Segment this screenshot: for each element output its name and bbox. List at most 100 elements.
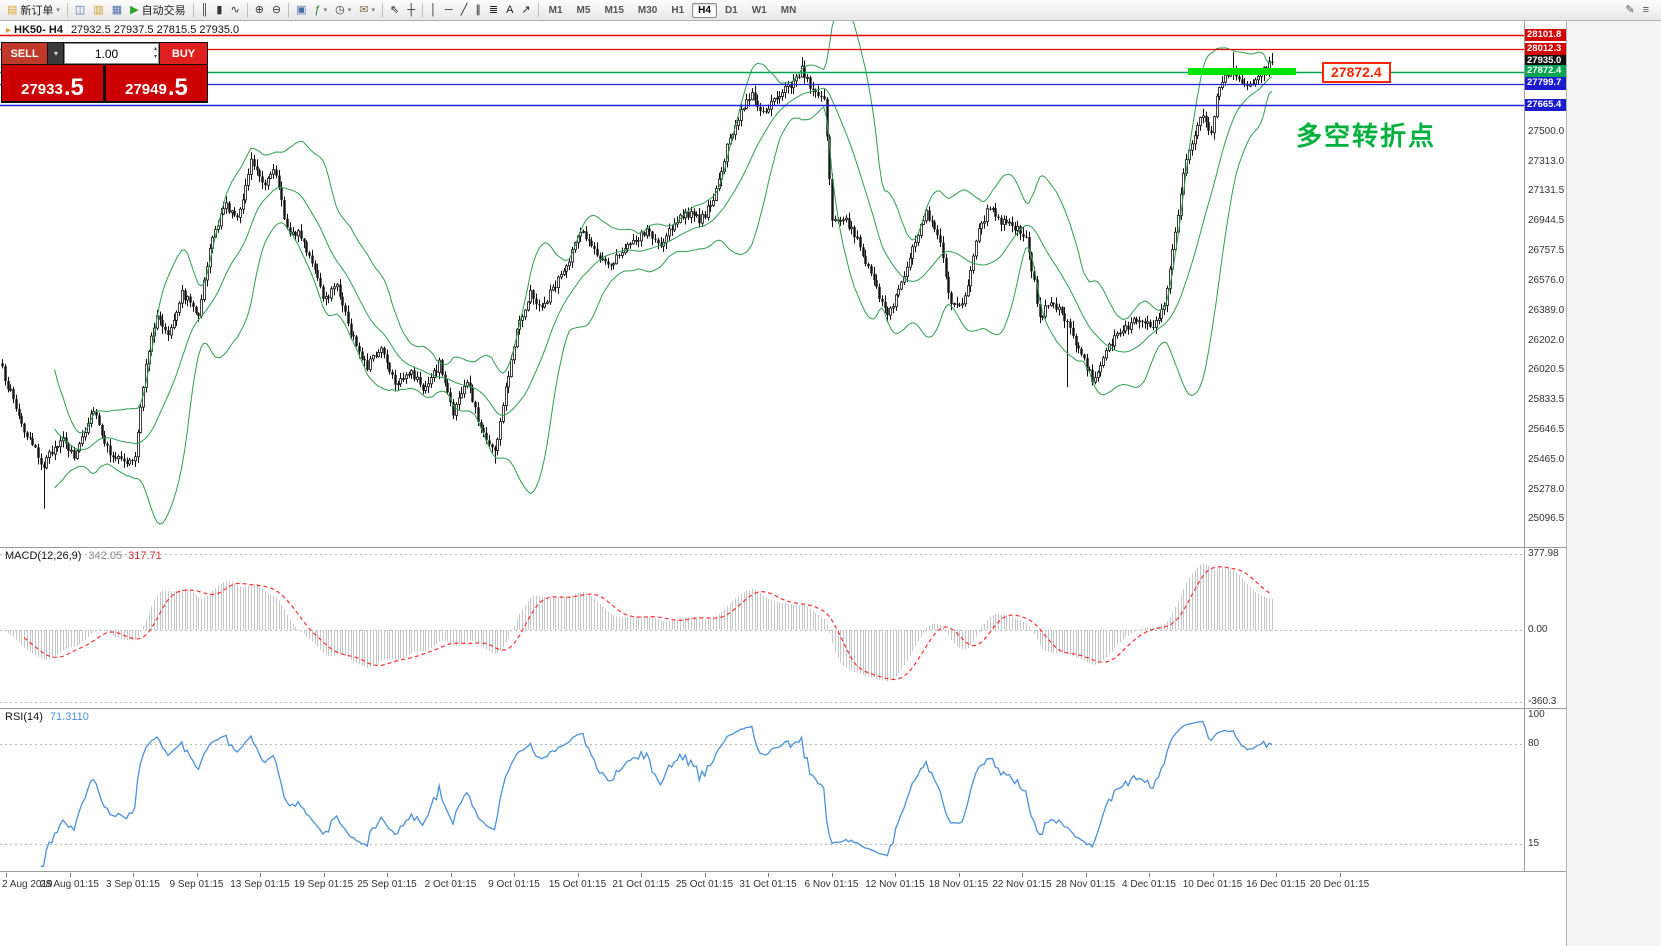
arrows-icon: ↗ bbox=[521, 3, 531, 16]
time-axis-label: 4 Dec 01:15 bbox=[1122, 879, 1176, 890]
timeframe-h1-button[interactable]: H1 bbox=[671, 4, 685, 16]
time-axis-tick bbox=[450, 873, 452, 877]
rsi-name: RSI(14) bbox=[5, 711, 43, 723]
crosshair-button[interactable]: ┼ bbox=[403, 2, 419, 19]
price-tick-label: 25278.0 bbox=[1528, 483, 1565, 495]
timeframe-m30-button[interactable]: M30 bbox=[637, 4, 658, 16]
rsi-scale[interactable]: 100 80 15 bbox=[1525, 709, 1566, 871]
volume-field: ▴▾ bbox=[64, 43, 159, 64]
timeframe-h4-button[interactable]: H4 bbox=[692, 2, 717, 18]
chart-window: ▸ HK50- H4 27932.5 27937.5 27815.5 27935.0… bbox=[0, 21, 1566, 946]
main-chart-canvas[interactable] bbox=[0, 21, 1524, 547]
macd-panel[interactable]: MACD(12,26,9) 342.05 317.71 bbox=[0, 548, 1524, 708]
timeframe-m5-button[interactable]: M5 bbox=[576, 4, 591, 16]
sell-button[interactable]: SELL bbox=[2, 43, 47, 64]
new-order-button[interactable]: ▤ 新订单 ▾ bbox=[3, 2, 64, 19]
timeframe-mn-button[interactable]: MN bbox=[780, 4, 797, 16]
buy-button[interactable]: BUY bbox=[160, 43, 207, 64]
volume-dropdown-button[interactable]: ▾ bbox=[48, 43, 63, 64]
time-axis-label: 31 Oct 01:15 bbox=[739, 879, 797, 890]
timeframe-w1-button[interactable]: W1 bbox=[751, 4, 767, 16]
charts-window-icon: ◫ bbox=[74, 3, 86, 16]
price-tick-label: 27500.0 bbox=[1528, 125, 1565, 137]
indicators-button[interactable]: ƒ ▾ bbox=[311, 2, 332, 19]
periods-button[interactable]: ◷ ▾ bbox=[331, 2, 355, 19]
toolbar-separator bbox=[537, 3, 539, 17]
macd-axis-label: -360.3 bbox=[1528, 696, 1557, 708]
candlestick-chart-type-button[interactable]: ▮ bbox=[212, 2, 226, 19]
trendline-button[interactable]: ╱ bbox=[457, 2, 472, 19]
more-tools-button[interactable]: ≡ bbox=[1639, 2, 1653, 19]
profiles-button[interactable]: ▥ bbox=[89, 2, 107, 19]
time-axis-label: 2 Aug 2019 bbox=[2, 879, 53, 890]
time-axis-label: 18 Nov 01:15 bbox=[928, 879, 989, 890]
volume-input[interactable] bbox=[65, 46, 158, 61]
time-axis-tick bbox=[577, 873, 579, 877]
time-axis-tick bbox=[1085, 873, 1087, 877]
main-price-chart[interactable]: ▸ HK50- H4 27932.5 27937.5 27815.5 27935.0… bbox=[0, 21, 1524, 547]
zoom-in-button[interactable]: ⊕ bbox=[251, 2, 268, 19]
buy-price[interactable]: 27949.5 bbox=[106, 65, 207, 101]
sell-price-fraction: .5 bbox=[63, 74, 84, 101]
time-axis-label: 22 Nov 01:15 bbox=[992, 879, 1052, 890]
zoom-out-button[interactable]: ⊖ bbox=[268, 2, 285, 19]
time-axis-label: 3 Sep 01:15 bbox=[106, 879, 160, 890]
panel-separator[interactable] bbox=[0, 708, 1566, 709]
autotrading-button[interactable]: ▶ 自动交易 bbox=[126, 2, 189, 19]
time-axis-label: 25 Oct 01:15 bbox=[675, 879, 734, 890]
toolbar-separator bbox=[382, 3, 384, 17]
time-axis-label: 9 Oct 01:15 bbox=[488, 879, 540, 890]
price-scale-border bbox=[1524, 21, 1525, 872]
autotrading-icon: ▶ bbox=[130, 3, 139, 16]
timeframe-m15-button[interactable]: M15 bbox=[604, 4, 624, 16]
timeframe-d1-button[interactable]: D1 bbox=[724, 4, 738, 16]
arrows-button[interactable]: ↗ bbox=[517, 2, 534, 19]
market-watch-button[interactable]: ▦ bbox=[108, 2, 126, 19]
sell-price[interactable]: 27933.5 bbox=[2, 65, 103, 101]
rsi-canvas[interactable] bbox=[0, 709, 1524, 871]
macd-scale[interactable]: 377.98 0.00 -360.3 bbox=[1525, 548, 1566, 708]
fibonacci-button[interactable]: ≣ bbox=[485, 2, 502, 19]
macd-canvas[interactable] bbox=[0, 548, 1524, 708]
level-price-label[interactable]: 27872.4 bbox=[1322, 62, 1391, 83]
time-scale[interactable]: 2 Aug 2019 28 Aug 01:15 3 Sep 01:15 9 Sep 0… bbox=[0, 872, 1566, 898]
tile-windows-button[interactable]: ▣ bbox=[292, 2, 310, 19]
price-tag: 27665.4 bbox=[1525, 98, 1566, 112]
chart-title: ▸ HK50- H4 27932.5 27937.5 27815.5 27935.0 bbox=[6, 24, 239, 36]
time-axis-label: 12 Nov 01:15 bbox=[865, 879, 925, 890]
line-chart-type-button[interactable]: ∿ bbox=[226, 2, 243, 19]
time-axis-label: 9 Sep 01:15 bbox=[169, 879, 224, 890]
timeframe-m1-button[interactable]: M1 bbox=[548, 4, 563, 16]
toolbar-separator bbox=[422, 3, 424, 17]
spinner-up-icon[interactable]: ▴ bbox=[153, 46, 157, 52]
price-tick-label: 25465.0 bbox=[1528, 453, 1565, 465]
edit-button[interactable]: ✎ bbox=[1621, 2, 1638, 19]
vertical-line-icon: │ bbox=[430, 3, 437, 16]
time-axis-label: 20 Dec 01:15 bbox=[1309, 879, 1370, 890]
highlight-level-bar[interactable] bbox=[1188, 68, 1296, 76]
chart-text-note[interactable]: 多空转折点 bbox=[1296, 121, 1437, 151]
dropdown-arrow-icon: ▾ bbox=[347, 7, 352, 14]
templates-button[interactable]: ✉ ▾ bbox=[355, 2, 379, 19]
bar-chart-type-button[interactable]: ║ bbox=[197, 2, 213, 19]
text-label-button[interactable]: A bbox=[502, 2, 517, 19]
cursor-button[interactable]: ⇖ bbox=[386, 2, 403, 19]
price-tick-label: 26757.5 bbox=[1528, 245, 1565, 257]
rsi-panel[interactable]: RSI(14) 71.3110 bbox=[0, 709, 1524, 871]
time-axis-tick bbox=[768, 873, 769, 877]
price-tick-label: 27131.5 bbox=[1528, 185, 1565, 197]
price-tick-label: 26020.5 bbox=[1528, 364, 1565, 376]
spinner-down-icon[interactable]: ▾ bbox=[153, 54, 157, 60]
panel-separator[interactable] bbox=[0, 871, 1566, 872]
equidistant-channel-button[interactable]: ∥ bbox=[471, 2, 485, 19]
buy-price-main: 27949 bbox=[125, 81, 167, 98]
panel-separator[interactable] bbox=[0, 547, 1566, 548]
volume-spinner[interactable]: ▴ ▾ bbox=[154, 45, 157, 61]
vertical-line-button[interactable]: │ bbox=[426, 2, 441, 19]
time-axis-tick bbox=[895, 873, 896, 877]
trendline-icon: ╱ bbox=[460, 3, 468, 16]
price-scale[interactable]: 27500.0 27313.0 27131.5 26944.5 26757.5 26576… bbox=[1525, 21, 1566, 547]
time-axis-tick bbox=[1212, 873, 1214, 877]
horizontal-line-button[interactable]: ─ bbox=[441, 2, 457, 19]
charts-window-button[interactable]: ◫ bbox=[71, 2, 89, 19]
